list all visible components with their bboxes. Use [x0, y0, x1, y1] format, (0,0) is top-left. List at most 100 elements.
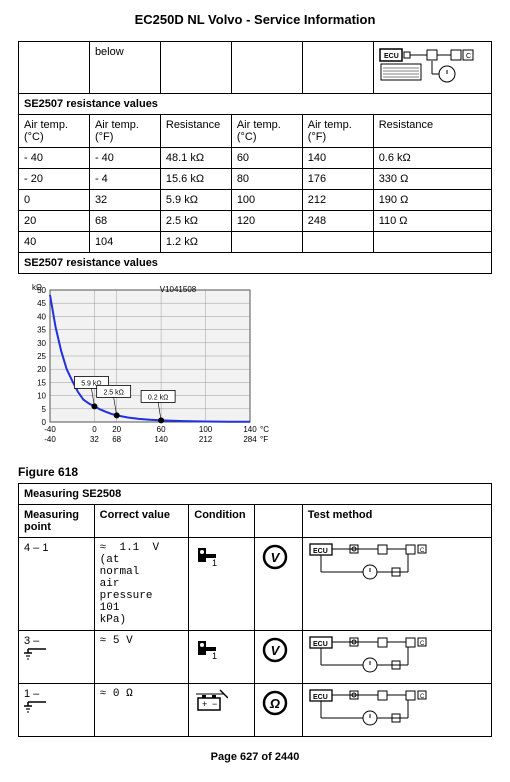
svg-text:ECU: ECU — [384, 53, 399, 60]
cell: - 40 — [19, 148, 90, 169]
cell: 100 — [231, 190, 302, 211]
cell — [373, 232, 491, 253]
cell: 15.6 kΩ — [160, 169, 231, 190]
condition-icon: 1 — [189, 631, 255, 684]
cell: 140 — [302, 148, 373, 169]
svg-text:45: 45 — [37, 299, 46, 308]
meas-col-header: Correct value — [94, 505, 189, 538]
col-header: Air temp. (°C) — [231, 115, 302, 148]
svg-text:25: 25 — [37, 352, 46, 361]
svg-text:V: V — [271, 550, 281, 565]
figure-label: Figure 618 — [18, 465, 492, 479]
cell: 1.2 kΩ — [160, 232, 231, 253]
meter-icon: V — [255, 631, 302, 684]
cell: 60 — [231, 148, 302, 169]
col-header: Air temp. (°C) — [19, 115, 90, 148]
svg-text:C: C — [420, 548, 425, 554]
svg-text:ECU: ECU — [313, 641, 328, 648]
cell: - 4 — [89, 169, 160, 190]
svg-text:20: 20 — [37, 365, 46, 374]
col-header: Resistance — [160, 115, 231, 148]
svg-text:-40: -40 — [44, 425, 56, 434]
svg-text:140: 140 — [154, 435, 168, 444]
cell: 48.1 kΩ — [160, 148, 231, 169]
cell — [231, 232, 302, 253]
svg-text:ECU: ECU — [313, 548, 328, 555]
cell: 120 — [231, 211, 302, 232]
svg-text:1: 1 — [212, 558, 217, 568]
svg-text:20: 20 — [112, 425, 121, 434]
cell: 176 — [302, 169, 373, 190]
svg-text:5: 5 — [42, 405, 47, 414]
svg-text:V: V — [271, 643, 281, 658]
cell: 248 — [302, 211, 373, 232]
cell: - 40 — [89, 148, 160, 169]
section-header-1: SE2507 resistance values — [19, 94, 492, 115]
svg-text:2.5 kΩ: 2.5 kΩ — [103, 389, 123, 396]
resistance-chart: 05101520253035404550-40-4003220686014010… — [18, 282, 492, 455]
cell: 32 — [89, 190, 160, 211]
condition-icon: 1 — [189, 538, 255, 631]
meas-col-header: Measuring point — [19, 505, 95, 538]
cell — [302, 232, 373, 253]
svg-text:100: 100 — [199, 425, 213, 434]
svg-text:35: 35 — [37, 326, 46, 335]
ecu-diagram-icon: ECU C — [373, 42, 491, 94]
svg-text:Ω: Ω — [269, 696, 280, 711]
svg-text:32: 32 — [90, 435, 99, 444]
svg-text:68: 68 — [112, 435, 121, 444]
svg-text:30: 30 — [37, 339, 46, 348]
cell: 190 Ω — [373, 190, 491, 211]
cell: 68 — [89, 211, 160, 232]
svg-text:10: 10 — [37, 392, 46, 401]
svg-text:kΩ: kΩ — [32, 283, 42, 292]
cell: 20 — [19, 211, 90, 232]
correct-value: ≈ 0 Ω — [94, 684, 189, 737]
correct-value: ≈ 1.1 V (at normal air pressure 101 kPa) — [94, 538, 189, 631]
svg-text:140: 140 — [243, 425, 257, 434]
meter-icon: V — [255, 538, 302, 631]
svg-text:ECU: ECU — [313, 694, 328, 701]
meas-col-header: Condition — [189, 505, 255, 538]
below-cell: below — [89, 42, 160, 94]
cell: 80 — [231, 169, 302, 190]
col-header: Air temp. (°F) — [302, 115, 373, 148]
svg-text:0: 0 — [92, 425, 97, 434]
svg-text:212: 212 — [199, 435, 213, 444]
cell: 110 Ω — [373, 211, 491, 232]
test-method-diagram: ECUC — [302, 631, 491, 684]
cell: 2.5 kΩ — [160, 211, 231, 232]
svg-text:V1041508: V1041508 — [160, 285, 197, 294]
cell: 0.6 kΩ — [373, 148, 491, 169]
svg-text:0.2 kΩ: 0.2 kΩ — [148, 394, 168, 401]
svg-text:C: C — [420, 694, 425, 700]
col-header: Air temp. (°F) — [89, 115, 160, 148]
svg-text:-40: -40 — [44, 435, 56, 444]
svg-text:C: C — [466, 53, 471, 60]
top-table: below ECU C — [18, 41, 492, 274]
svg-text:1: 1 — [212, 651, 217, 661]
measuring-point: 1 – — [19, 684, 95, 737]
cell: 330 Ω — [373, 169, 491, 190]
correct-value: ≈ 5 V — [94, 631, 189, 684]
svg-text:°C: °C — [260, 425, 269, 434]
measuring-point: 3 – — [19, 631, 95, 684]
meas-col-header: Test method — [302, 505, 491, 538]
condition-icon: +− — [189, 684, 255, 737]
svg-text:−: − — [212, 699, 217, 709]
meter-icon: Ω — [255, 684, 302, 737]
svg-text:15: 15 — [37, 378, 46, 387]
measuring-header: Measuring SE2508 — [19, 484, 492, 505]
col-header: Resistance — [373, 115, 491, 148]
cell: 0 — [19, 190, 90, 211]
meas-col-header — [255, 505, 302, 538]
svg-text:+: + — [202, 699, 207, 709]
cell: 104 — [89, 232, 160, 253]
section-header-2: SE2507 resistance values — [19, 253, 492, 274]
cell: 212 — [302, 190, 373, 211]
page-title: EC250D NL Volvo - Service Information — [18, 12, 492, 27]
page-footer: Page 627 of 2440 — [18, 751, 492, 763]
svg-text:60: 60 — [157, 425, 166, 434]
cell: - 20 — [19, 169, 90, 190]
measuring-table: Measuring SE2508 Measuring pointCorrect … — [18, 483, 492, 737]
